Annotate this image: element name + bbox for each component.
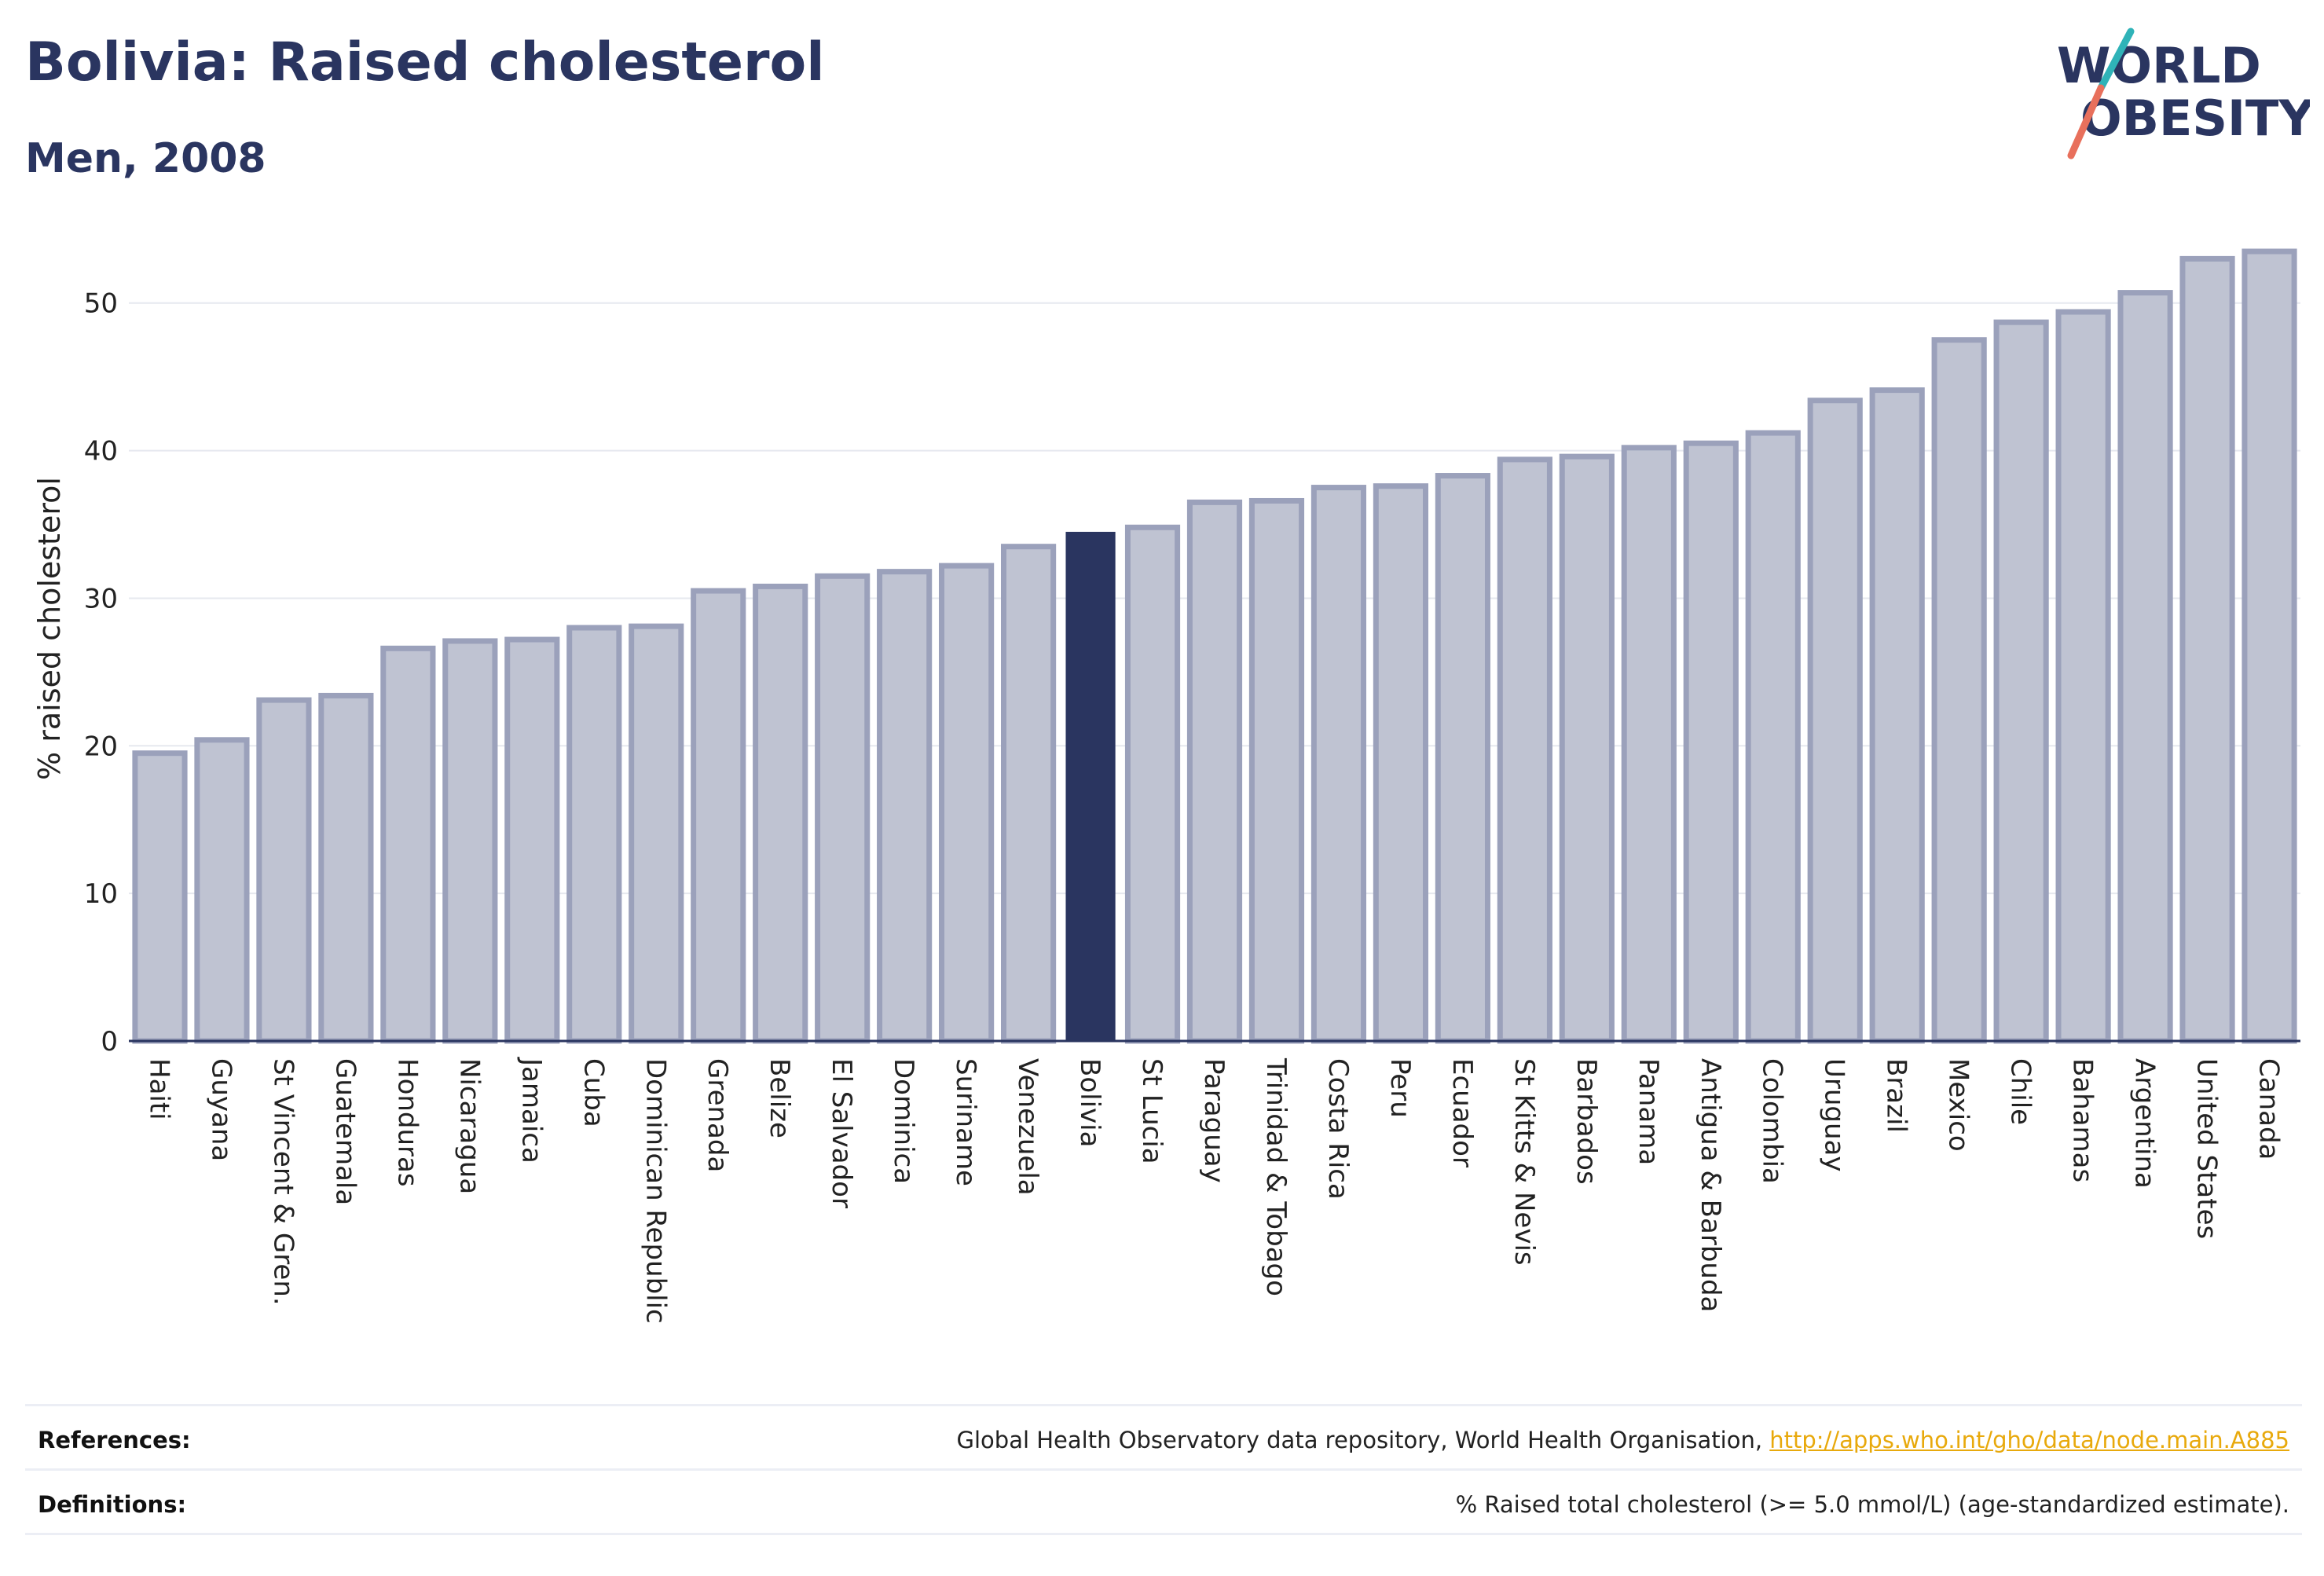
x-tick-label: Brazil — [1881, 1058, 1912, 1133]
bar-mexico — [1931, 337, 1987, 1044]
svg-text:OBESITY: OBESITY — [2080, 90, 2310, 147]
definitions-text: % Raised total cholesterol (>= 5.0 mmol/… — [1455, 1491, 2289, 1518]
x-tick-label: Ecuador — [1446, 1058, 1478, 1167]
bar-venezuela — [1000, 544, 1057, 1044]
x-tick-label: Argentina — [2129, 1058, 2161, 1189]
x-tick-label: Grenada — [702, 1058, 733, 1172]
x-tick-label: Colombia — [1757, 1058, 1788, 1184]
bar-colombia — [1745, 430, 1801, 1044]
bar-suriname — [939, 563, 995, 1044]
definitions-label: Definitions: — [38, 1491, 187, 1518]
x-tick-label: Barbados — [1571, 1058, 1602, 1185]
bar-haiti — [132, 750, 188, 1044]
bar-nicaragua — [442, 638, 498, 1044]
bar-dominican-republic — [629, 623, 684, 1044]
bar-argentina — [2117, 290, 2173, 1044]
x-tick-label: El Salvador — [826, 1058, 857, 1208]
x-tick-label: Belize — [764, 1058, 795, 1138]
bar-peru — [1373, 483, 1429, 1044]
x-tick-label: Cuba — [577, 1058, 609, 1127]
footer-divider — [25, 1404, 2302, 1406]
x-tick-label: Guatemala — [329, 1058, 361, 1205]
x-tick-label: Mexico — [1943, 1058, 1974, 1152]
bars — [132, 248, 2297, 1044]
svg-text:WORLD: WORLD — [2057, 37, 2261, 94]
x-tick-label: Bahamas — [2067, 1058, 2099, 1182]
y-tick-label: 0 — [101, 1026, 118, 1057]
bar-guatemala — [318, 692, 374, 1044]
bar-st-lucia — [1124, 524, 1181, 1044]
bar-honduras — [380, 645, 436, 1044]
x-tick-label: Canada — [2253, 1058, 2285, 1160]
x-tick-label: United States — [2191, 1058, 2223, 1239]
x-tick-label: Honduras — [391, 1058, 423, 1187]
y-axis-label: % raised cholesterol — [32, 477, 67, 780]
y-tick-label: 50 — [84, 288, 118, 320]
references-link[interactable]: http://apps.who.int/gho/data/node.main.A… — [1769, 1427, 2289, 1453]
bar-paraguay — [1186, 499, 1243, 1044]
y-tick-label: 30 — [84, 583, 118, 614]
x-tick-label: Peru — [1384, 1058, 1416, 1118]
x-tick-label: Uruguay — [1819, 1058, 1850, 1172]
chart-subtitle: Men, 2008 — [25, 135, 266, 182]
y-tick-label: 40 — [84, 436, 118, 467]
axes: 0 10 20 30 40 50 Haiti Guyana St Vincent & Gren.… — [84, 288, 2300, 1324]
x-tick-label: Bolivia — [1074, 1058, 1105, 1147]
x-tick-label: Venezuela — [1012, 1058, 1043, 1196]
x-tick-label: St Kitts & Nevis — [1508, 1058, 1540, 1266]
bar-grenada — [691, 588, 746, 1044]
bar-bolivia — [1065, 531, 1116, 1041]
bar-panama — [1621, 445, 1677, 1044]
x-tick-label: Costa Rica — [1322, 1058, 1354, 1200]
x-tick-label: Antigua & Barbuda — [1695, 1058, 1726, 1312]
x-tick-label: Suriname — [950, 1058, 981, 1186]
bar-st-vincent-gren- — [256, 697, 312, 1044]
x-tick-label: Dominican Republic — [640, 1058, 671, 1324]
bar-guyana — [194, 737, 250, 1044]
references-text: Global Health Observatory data repositor… — [957, 1427, 2289, 1453]
bar-belize — [753, 583, 808, 1044]
bar-jamaica — [504, 636, 560, 1044]
references-source: Global Health Observatory data repositor… — [956, 1427, 1763, 1453]
chart-title: Bolivia: Raised cholesterol — [25, 31, 825, 93]
world-obesity-logo: WORLD OBESITY — [2057, 27, 2310, 159]
bar-united-states — [2179, 255, 2235, 1044]
x-tick-label: Trinidad & Tobago — [1260, 1057, 1292, 1296]
references-label: References: — [38, 1427, 191, 1453]
x-tick-label: Jamaica — [515, 1057, 547, 1164]
bar-el-salvador — [815, 573, 871, 1044]
bar-ecuador — [1435, 473, 1490, 1044]
y-tick-label: 10 — [84, 878, 118, 910]
footer-divider — [25, 1533, 2302, 1535]
bar-barbados — [1559, 453, 1615, 1044]
y-tick-label: 20 — [84, 731, 118, 762]
x-tick-label: St Lucia — [1136, 1058, 1167, 1164]
bar-chile — [1993, 319, 2049, 1044]
bar-antigua-barbuda — [1683, 440, 1739, 1044]
x-tick-label: Guyana — [205, 1058, 236, 1161]
bar-uruguay — [1807, 398, 1863, 1044]
bar-trinidad-tobago — [1248, 497, 1305, 1044]
bar-chart: 0 10 20 30 40 50 Haiti Guyana St Vincent & Gren.… — [32, 248, 2300, 1324]
x-tick-label: Haiti — [143, 1058, 174, 1120]
bar-brazil — [1869, 387, 1925, 1044]
x-tick-label: Chile — [2005, 1058, 2036, 1125]
bar-cuba — [566, 625, 622, 1044]
x-tick-label: Nicaragua — [453, 1058, 485, 1194]
bar-st-kitts-nevis — [1497, 456, 1552, 1044]
footer-divider — [25, 1468, 2302, 1471]
x-tick-label: Dominica — [888, 1058, 919, 1184]
x-tick-label: Paraguay — [1198, 1058, 1230, 1183]
x-tick-label: Panama — [1633, 1058, 1664, 1165]
x-tick-label: St Vincent & Gren. — [267, 1058, 299, 1306]
bar-bahamas — [2055, 309, 2111, 1044]
bar-canada — [2242, 248, 2297, 1044]
bar-dominica — [877, 569, 933, 1044]
bar-costa-rica — [1310, 485, 1367, 1044]
